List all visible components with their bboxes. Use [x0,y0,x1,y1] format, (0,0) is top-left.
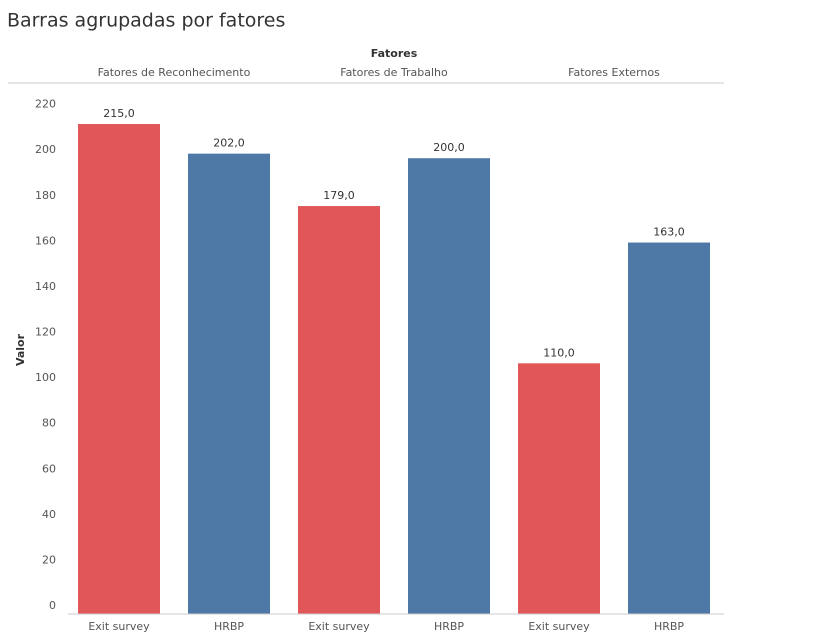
x-tick-label: Exit survey [88,620,150,633]
group-label: Fatores de Reconhecimento [98,66,251,79]
value-label: 202,0 [213,137,245,150]
y-tick-label: 0 [49,599,56,612]
value-label: 163,0 [653,226,685,239]
chart-title: Barras agrupadas por fatores [7,10,285,32]
bar [518,363,600,614]
bar [78,124,160,615]
x-tick-label: HRBP [214,620,244,633]
bar [408,158,490,615]
y-tick-label: 180 [35,189,56,202]
y-tick-label: 220 [35,98,56,111]
y-tick-label: 80 [42,417,56,430]
bar [188,153,270,614]
y-tick-label: 160 [35,234,56,247]
y-tick-label: 60 [42,462,56,475]
bar [628,242,710,614]
x-tick-label: Exit survey [308,620,370,633]
group-label: Fatores Externos [568,66,660,79]
y-tick-label: 100 [35,371,56,384]
group-header: Fatores [371,47,418,60]
y-tick-label: 40 [42,508,56,521]
y-axis-label: Valor [14,333,27,366]
x-tick-label: HRBP [434,620,464,633]
y-tick-label: 120 [35,326,56,339]
group-label: Fatores de Trabalho [340,66,448,79]
value-label: 200,0 [433,141,465,154]
bar [298,206,380,614]
x-tick-label: HRBP [654,620,684,633]
y-tick-label: 140 [35,280,56,293]
value-label: 215,0 [103,107,135,120]
y-tick-label: 200 [35,143,56,156]
x-tick-label: Exit survey [528,620,590,633]
y-tick-label: 20 [42,553,56,566]
value-label: 179,0 [323,189,355,202]
value-label: 110,0 [543,346,575,359]
